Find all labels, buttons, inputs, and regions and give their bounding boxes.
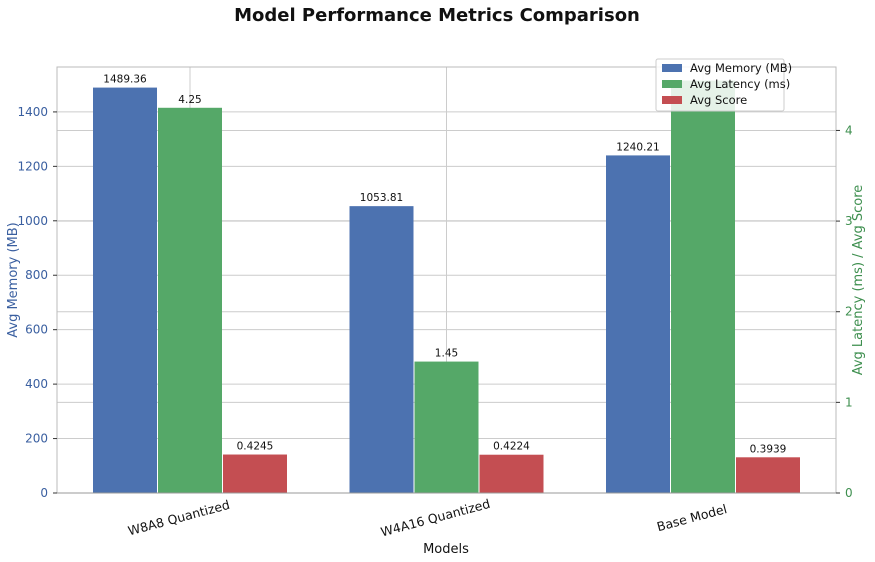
bar-value-label: 1.45 xyxy=(435,348,458,360)
bar-1-1 xyxy=(414,361,479,493)
legend: Avg Memory (MB) Avg Latency (ms) Avg Score xyxy=(655,58,792,112)
y-tick-left-label: 800 xyxy=(25,268,48,282)
y-tick-left-label: 600 xyxy=(25,323,48,337)
y-tick-right-label: 2 xyxy=(845,305,853,319)
bar-2-2 xyxy=(736,457,800,493)
legend-swatch xyxy=(662,80,682,88)
bar-0-1 xyxy=(349,206,414,494)
bar-value-label: 1053.81 xyxy=(360,192,403,204)
bar-2-1 xyxy=(479,454,544,493)
y-tick-right-label: 4 xyxy=(845,123,853,137)
x-tick-label: W4A16 Quantized xyxy=(379,496,492,540)
y-tick-left-label: 1400 xyxy=(17,105,48,119)
legend-swatch xyxy=(662,64,682,72)
bar-value-label: 1240.21 xyxy=(616,141,659,153)
y-tick-right-label: 3 xyxy=(845,214,853,228)
plot-frame xyxy=(56,66,837,494)
legend-swatch xyxy=(662,96,682,104)
bar-0-2 xyxy=(606,155,670,493)
legend-entry: Avg Score xyxy=(690,93,747,107)
legend-entry: Avg Memory (MB) xyxy=(690,61,792,75)
y-axis-right-title: Avg Latency (ms) / Avg Score xyxy=(851,185,866,376)
y-tick-left-label: 0 xyxy=(40,486,48,500)
y-tick-right-label: 0 xyxy=(845,486,853,500)
bar-value-label: 0.3939 xyxy=(750,443,787,455)
chart-title: Model Performance Metrics Comparison xyxy=(234,5,640,26)
x-tick-label: Base Model xyxy=(655,501,728,534)
bar-value-label: 1489.36 xyxy=(103,74,147,86)
x-tick-label: W8A8 Quantized xyxy=(126,497,231,539)
y-axis-left-title: Avg Memory (MB) xyxy=(6,222,21,338)
y-tick-left-label: 400 xyxy=(25,377,48,391)
bar-value-label: 0.4224 xyxy=(493,441,530,453)
y-tick-left-label: 1200 xyxy=(17,159,48,173)
bars-layer xyxy=(93,80,800,494)
bar-1-2 xyxy=(671,80,735,494)
bar-2-0 xyxy=(223,454,287,493)
y-tick-left-label: 200 xyxy=(25,432,48,446)
legend-box xyxy=(655,58,785,112)
bar-value-label: 0.4245 xyxy=(237,441,274,453)
bar-labels-layer: 1489.36 1053.81 1240.21 4.25 1.45 0.4245 0.422… xyxy=(103,74,786,456)
bar-0-0 xyxy=(93,87,157,494)
bar-1-0 xyxy=(158,107,222,493)
y-tick-left-label: 1000 xyxy=(17,214,48,228)
legend-entry: Avg Latency (ms) xyxy=(690,77,790,91)
y-tick-right-label: 1 xyxy=(845,395,853,409)
x-axis-title: Models xyxy=(423,542,469,557)
bar-value-label: 4.25 xyxy=(178,94,201,106)
